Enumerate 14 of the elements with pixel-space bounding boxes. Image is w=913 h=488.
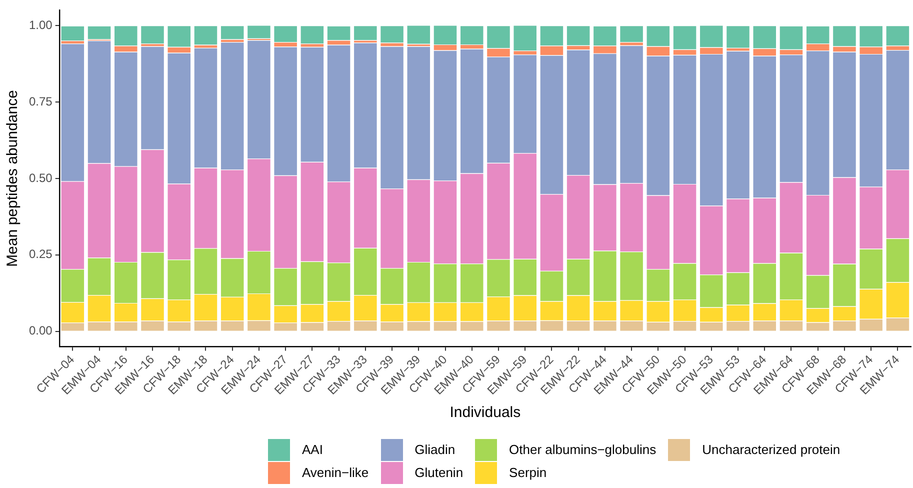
- legend-label: Gliadin: [414, 442, 456, 457]
- y-tick-label: 0.75: [28, 94, 53, 108]
- y-tick-label: 0.00: [28, 324, 53, 338]
- legend-label: Glutenin: [414, 465, 464, 480]
- y-tick-label: 0.25: [28, 247, 53, 262]
- y-tick-label: 1.00: [28, 18, 53, 32]
- legend-label: AAI: [302, 442, 323, 457]
- legend-label: Other albumins−globulins: [509, 442, 656, 457]
- legend-label: Uncharacterized protein: [702, 442, 840, 457]
- legend-label: Serpin: [509, 465, 547, 480]
- x-axis-title: Individuals: [450, 404, 521, 422]
- y-tick-label: 0.50: [28, 170, 53, 185]
- legend-label: Avenin−like: [302, 465, 369, 480]
- y-axis-title: Mean peptides abundance: [4, 90, 22, 267]
